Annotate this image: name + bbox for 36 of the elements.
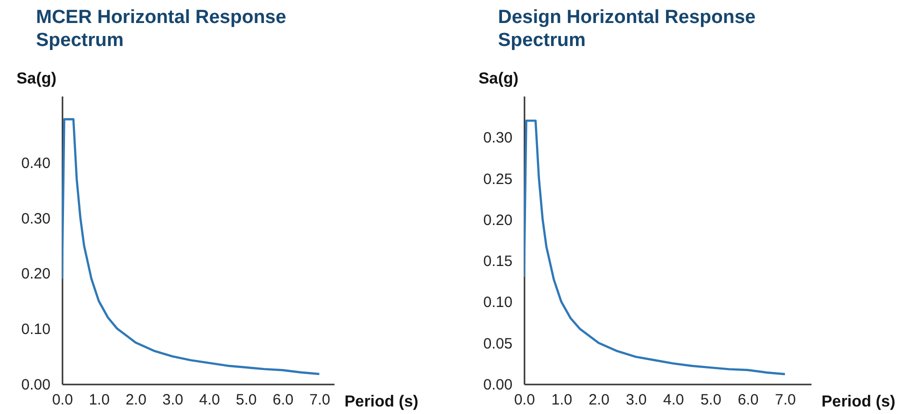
line-series <box>524 120 786 376</box>
x-tick-label: 0.0 <box>514 392 535 408</box>
chart-title: MCER Horizontal Response Spectrum <box>36 7 286 51</box>
y-tick-label: 0.20 <box>483 212 512 229</box>
x-tick-label: 4.0 <box>663 392 684 408</box>
y-tick-label: 0.30 <box>21 210 50 228</box>
y-tick-label: 0.00 <box>483 376 512 394</box>
x-tick-label: 6.0 <box>272 392 294 408</box>
y-tick-label: 0.00 <box>21 376 50 394</box>
y-tick-label: 0.05 <box>483 335 512 352</box>
y-tick-label: 0.10 <box>483 294 512 312</box>
x-tick-label: 7.0 <box>309 392 330 408</box>
x-tick-label: 1.0 <box>88 392 110 408</box>
x-tick-label: 3.0 <box>626 392 647 408</box>
x-axis-title: Period (s) <box>344 394 418 410</box>
x-tick-label: 0.0 <box>52 392 73 408</box>
y-tick-label: 0.30 <box>483 130 512 147</box>
y-tick-label: 0.10 <box>21 321 50 338</box>
y-axis-title: Sa(g) <box>16 70 56 88</box>
y-axis-title: Sa(g) <box>478 70 518 88</box>
y-tick-label: 0.40 <box>21 154 50 172</box>
x-tick-label: 3.0 <box>162 392 184 408</box>
x-tick-label: 5.0 <box>236 392 257 408</box>
x-tick-label: 6.0 <box>738 392 759 408</box>
y-tick-label: 0.25 <box>483 170 512 188</box>
x-tick-label: 4.0 <box>199 392 220 408</box>
chart-title: Design Horizontal Response Spectrum <box>498 7 756 51</box>
x-tick-label: 5.0 <box>700 392 722 408</box>
x-tick-label: 1.0 <box>551 392 572 408</box>
x-axis-title: Period (s) <box>822 394 896 410</box>
x-tick-label: 7.0 <box>774 392 796 408</box>
line-series <box>62 118 320 376</box>
x-tick-label: 2.0 <box>588 392 610 408</box>
x-tick-label: 2.0 <box>126 392 146 408</box>
y-tick-label: 0.20 <box>21 266 50 283</box>
y-tick-label: 0.15 <box>483 253 512 270</box>
